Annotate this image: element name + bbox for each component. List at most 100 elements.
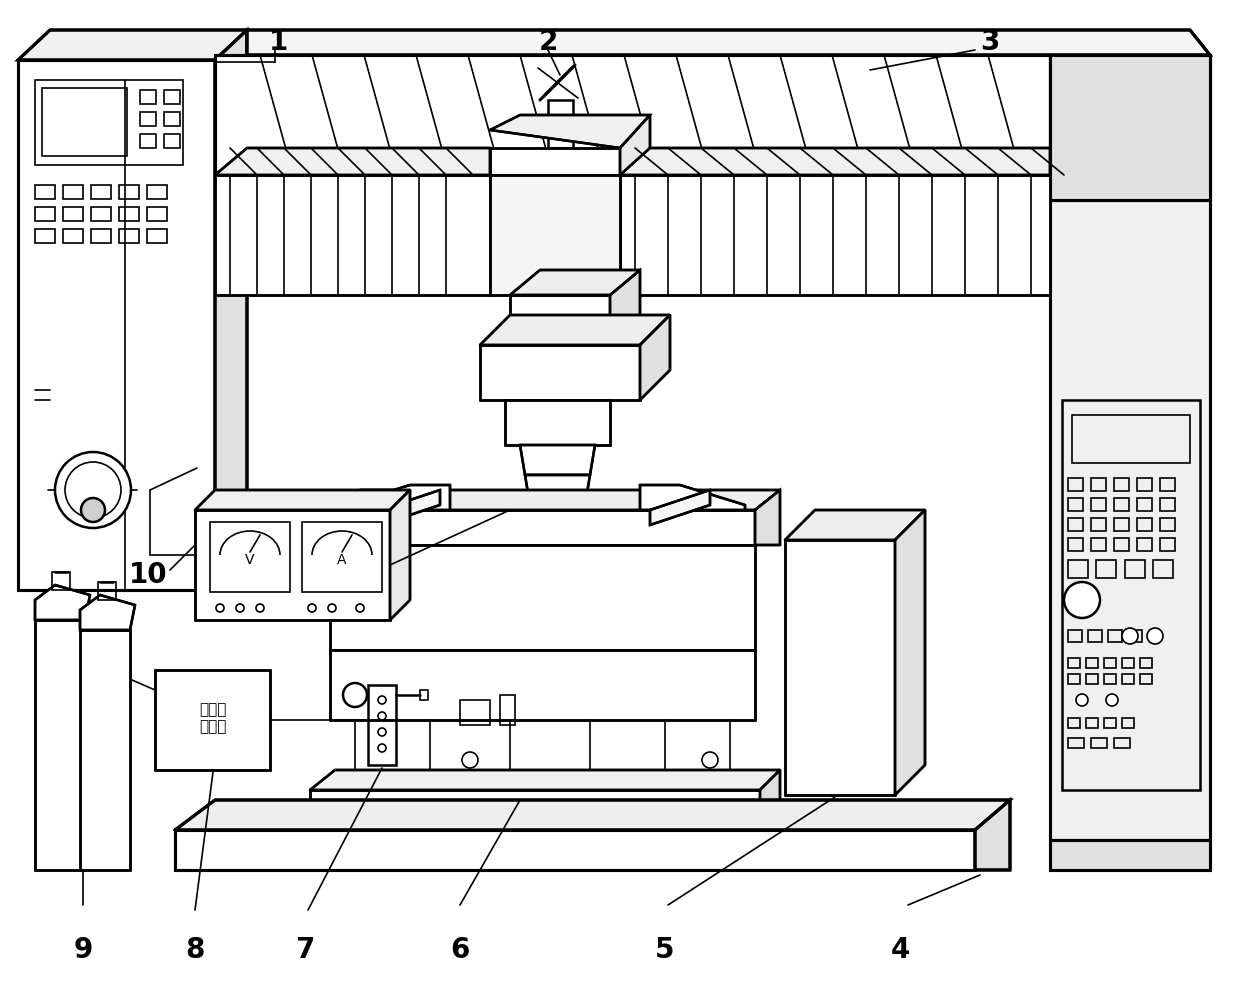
Bar [1114, 538, 1128, 551]
Bar [148, 229, 167, 243]
Bar [1068, 738, 1084, 748]
Text: 10: 10 [129, 561, 167, 589]
Polygon shape [975, 800, 1011, 870]
Circle shape [356, 604, 365, 612]
Circle shape [378, 744, 386, 752]
Bar [1068, 658, 1080, 668]
Circle shape [1147, 628, 1163, 644]
Bar [63, 207, 83, 221]
Text: 2: 2 [538, 28, 558, 56]
Polygon shape [195, 490, 410, 510]
Polygon shape [81, 630, 130, 870]
Text: A: A [337, 553, 347, 567]
Polygon shape [760, 770, 780, 830]
Bar [1068, 518, 1083, 531]
Circle shape [343, 683, 367, 707]
Polygon shape [310, 790, 760, 830]
Bar [1159, 518, 1176, 531]
Polygon shape [1050, 55, 1210, 200]
Polygon shape [155, 670, 270, 770]
Polygon shape [1050, 200, 1210, 840]
Polygon shape [391, 490, 410, 620]
Circle shape [378, 696, 386, 704]
Text: 3: 3 [981, 28, 999, 56]
Bar [1068, 630, 1083, 642]
Bar [42, 88, 126, 156]
Bar [164, 90, 180, 104]
Polygon shape [175, 830, 975, 870]
Polygon shape [195, 510, 391, 620]
Polygon shape [510, 270, 640, 295]
Bar [1068, 538, 1083, 551]
Circle shape [216, 604, 224, 612]
Text: 6: 6 [450, 936, 470, 964]
Bar [119, 185, 139, 199]
Bar [303, 522, 382, 592]
Bar [1140, 658, 1152, 668]
Text: 1: 1 [268, 28, 288, 56]
Circle shape [255, 604, 264, 612]
Circle shape [378, 712, 386, 720]
Bar [1068, 560, 1087, 578]
Bar [1159, 538, 1176, 551]
Bar [210, 522, 290, 592]
Polygon shape [610, 270, 640, 345]
Bar [148, 207, 167, 221]
Bar [1068, 674, 1080, 684]
Polygon shape [175, 800, 1011, 830]
Bar [1128, 630, 1142, 642]
Polygon shape [35, 585, 91, 620]
Polygon shape [215, 30, 247, 590]
Bar [35, 207, 55, 221]
Polygon shape [310, 770, 780, 790]
Bar [1140, 674, 1152, 684]
Bar [119, 229, 139, 243]
Polygon shape [480, 315, 670, 345]
Polygon shape [35, 620, 86, 870]
Polygon shape [19, 60, 215, 590]
Polygon shape [215, 175, 490, 295]
Bar [1068, 478, 1083, 491]
Text: 4: 4 [890, 936, 910, 964]
Bar [91, 207, 112, 221]
Bar [1087, 630, 1102, 642]
Circle shape [1106, 694, 1118, 706]
Bar [1091, 518, 1106, 531]
Bar [1114, 518, 1128, 531]
Polygon shape [755, 490, 780, 545]
Bar [1137, 498, 1152, 511]
Bar [1137, 518, 1152, 531]
Circle shape [308, 604, 316, 612]
Polygon shape [345, 500, 740, 510]
Bar [1122, 658, 1135, 668]
Bar [1086, 718, 1097, 728]
Bar [1159, 498, 1176, 511]
Polygon shape [895, 510, 925, 795]
Circle shape [236, 604, 244, 612]
Bar [35, 229, 55, 243]
Polygon shape [345, 485, 450, 510]
Bar [164, 112, 180, 126]
Bar [140, 134, 156, 148]
Circle shape [1076, 694, 1087, 706]
Bar [1104, 658, 1116, 668]
Circle shape [64, 462, 122, 518]
Bar [1096, 560, 1116, 578]
Bar [1137, 478, 1152, 491]
Text: 8: 8 [185, 936, 205, 964]
Polygon shape [640, 485, 745, 510]
Bar [140, 112, 156, 126]
Polygon shape [505, 400, 610, 445]
Bar [1122, 674, 1135, 684]
Bar [1068, 498, 1083, 511]
Polygon shape [490, 115, 650, 148]
Bar [119, 207, 139, 221]
Polygon shape [620, 115, 650, 175]
Polygon shape [379, 490, 440, 525]
Circle shape [55, 452, 131, 528]
Circle shape [702, 752, 718, 768]
Bar [1159, 478, 1176, 491]
Bar [1122, 718, 1135, 728]
Polygon shape [480, 345, 640, 400]
Polygon shape [520, 445, 595, 475]
